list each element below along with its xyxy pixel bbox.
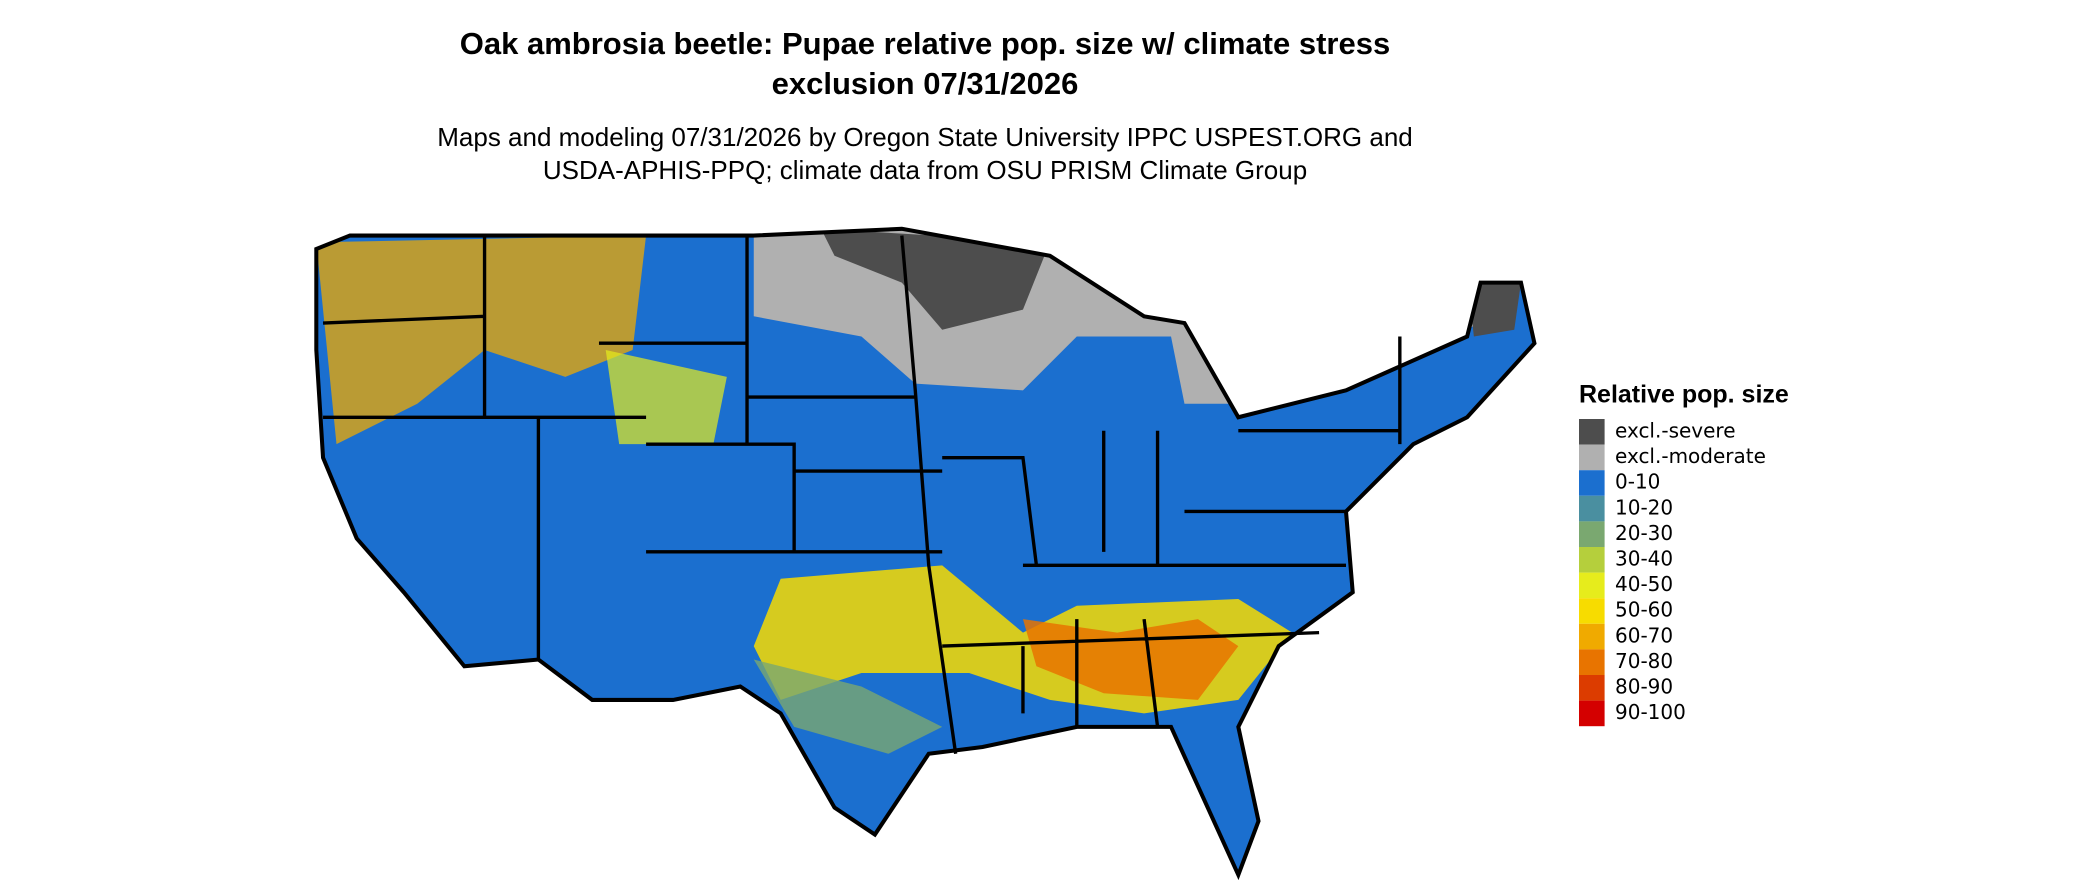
legend-swatch: [1579, 495, 1605, 522]
legend-label: 90-100: [1615, 700, 1686, 724]
us-map: [316, 215, 1534, 875]
legend-swatch: [1579, 700, 1605, 727]
legend-label: 20-30: [1615, 521, 1673, 545]
legend-swatch: [1579, 547, 1605, 573]
zone-mid: [605, 349, 727, 445]
legend-label: 70-80: [1615, 649, 1673, 673]
state-lines: [322, 235, 1402, 754]
legend-swatch: [1579, 572, 1605, 599]
legend-label: excl.-moderate: [1615, 444, 1766, 468]
legend-swatch: [1579, 470, 1605, 496]
legend-swatch: [1579, 675, 1605, 701]
legend-label: 80-90: [1615, 675, 1673, 699]
legend-swatch: [1579, 623, 1605, 650]
legend-label: 60-70: [1615, 623, 1673, 647]
legend-label: 40-50: [1615, 572, 1673, 596]
legend: excl.-severeexcl.-moderate0-1010-2020-30…: [1579, 419, 1766, 727]
title-line: Oak ambrosia beetle: Pupae relative pop.…: [460, 26, 1390, 61]
zone-high: [316, 235, 647, 445]
subtitle-line: USDA-APHIS-PPQ; climate data from OSU PR…: [543, 155, 1307, 185]
zone-severe: [1467, 275, 1521, 337]
legend-label: 0-10: [1615, 470, 1660, 494]
zone-low: [753, 659, 943, 754]
legend-swatch: [1579, 419, 1605, 445]
zone-severe: [821, 228, 1050, 330]
legend-label: 50-60: [1615, 598, 1673, 622]
legend-title: Relative pop. size: [1579, 381, 1789, 409]
legend-swatch: [1579, 521, 1605, 547]
legend-swatch: [1579, 649, 1605, 675]
legend-label: excl.-severe: [1615, 419, 1736, 443]
legend-label: 10-20: [1615, 495, 1673, 519]
legend-swatch: [1579, 444, 1605, 471]
title-line: exclusion 07/31/2026: [772, 66, 1079, 101]
legend-swatch: [1579, 598, 1605, 624]
subtitle-line: Maps and modeling 07/31/2026 by Oregon S…: [437, 122, 1413, 152]
legend-label: 30-40: [1615, 547, 1673, 571]
